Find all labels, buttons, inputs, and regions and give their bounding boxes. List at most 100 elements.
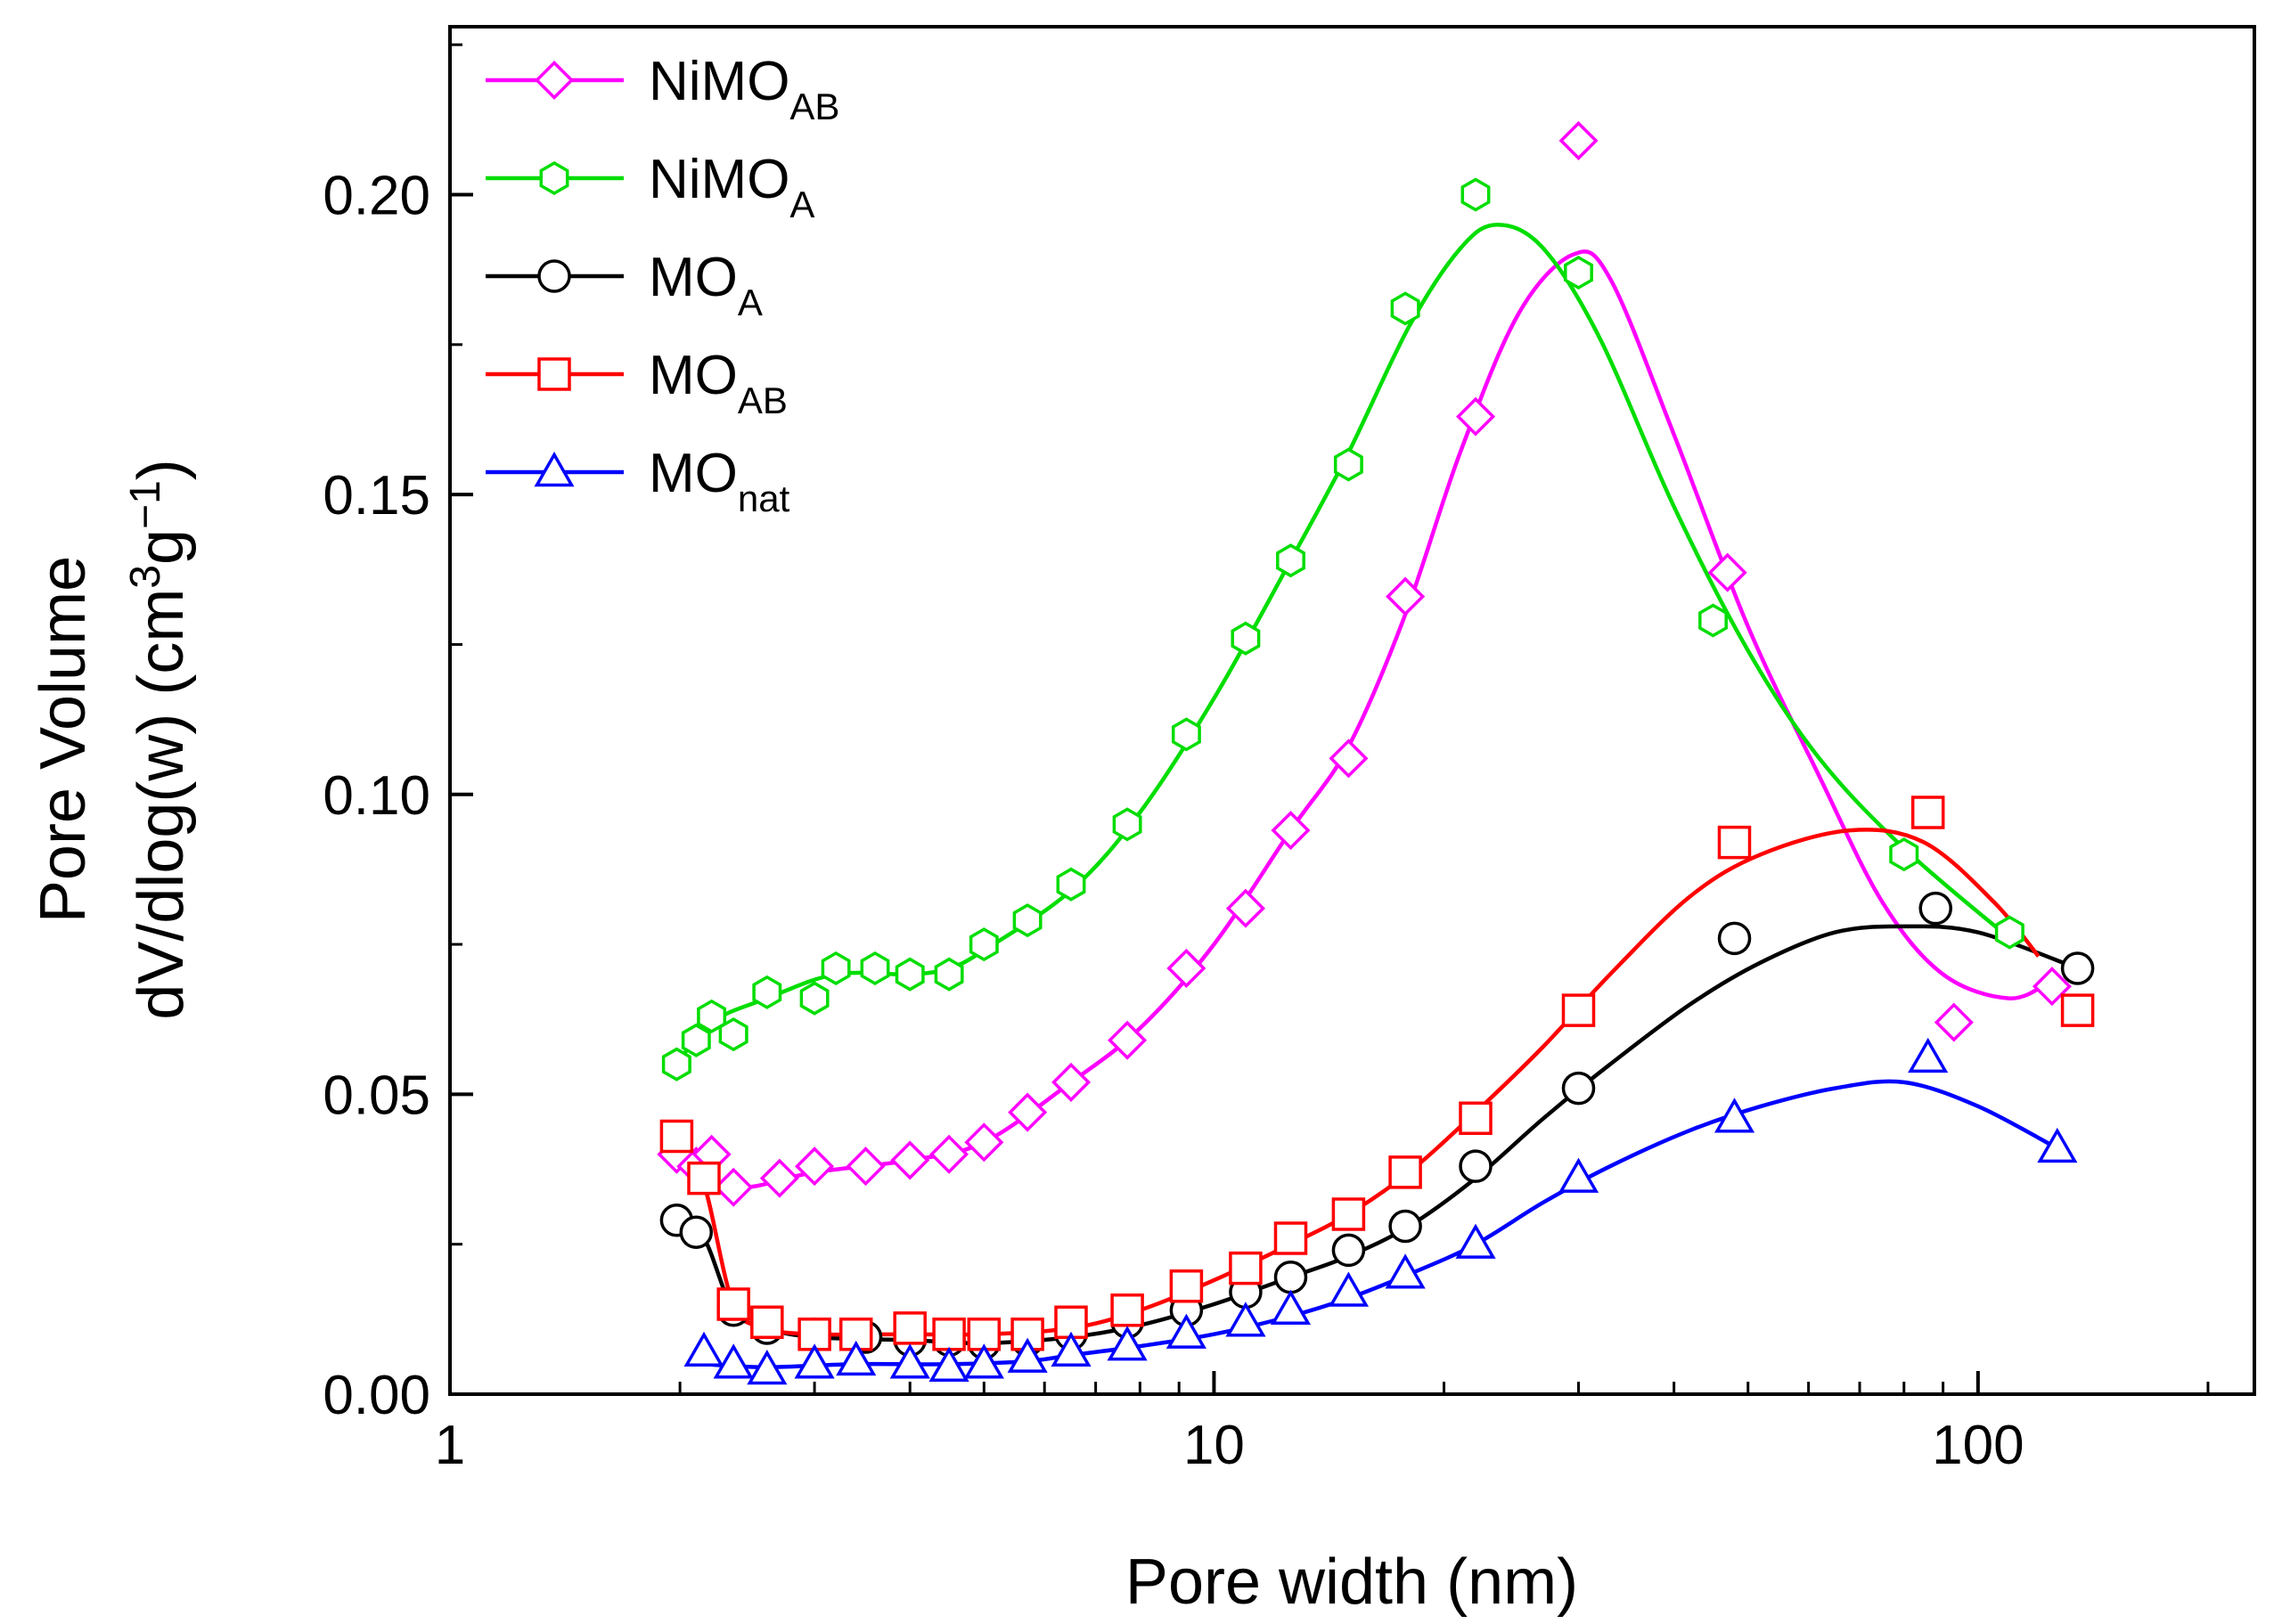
- point-mo-ab: [1229, 1251, 1263, 1285]
- y-axis-title-main: dV/dlog(w) (cm: [126, 589, 197, 1020]
- legend-entry-nimo-ab: NiMOAB: [486, 51, 839, 127]
- y-axis-title-sup3: 3: [122, 565, 169, 589]
- point-nimo-ab: [795, 1147, 835, 1187]
- point-nimo-a: [969, 927, 999, 962]
- point-mo-a: [1331, 1233, 1366, 1268]
- x-axis-title: Pore width (nm): [1125, 1546, 1578, 1618]
- point-mo-nat: [1558, 1157, 1599, 1193]
- legend-marker: [534, 451, 575, 487]
- y-tick-label: 0.15: [323, 465, 430, 526]
- point-mo-nat: [2037, 1127, 2078, 1163]
- point-mo-nat: [1908, 1037, 1949, 1073]
- y-axis-title: Pore Volume dV/dlog(w) (cm3g−1): [28, 459, 197, 1020]
- legend-label-main: NiMO: [649, 149, 789, 210]
- point-mo-a: [1273, 1260, 1308, 1294]
- point-nimo-a: [752, 975, 782, 1009]
- point-mo-ab: [750, 1305, 784, 1339]
- point-mo-nat: [928, 1346, 969, 1382]
- point-mo-ab: [1388, 1155, 1422, 1189]
- point-nimo-ab: [1329, 739, 1369, 779]
- point-mo-ab: [2060, 993, 2095, 1027]
- point-nimo-a: [1056, 867, 1086, 902]
- point-mo-ab: [1459, 1101, 1493, 1136]
- y-axis-title-line1: Pore Volume: [28, 556, 99, 923]
- point-nimo-ab: [1108, 1020, 1148, 1060]
- x-tick-label: 1: [435, 1415, 465, 1476]
- point-mo-ab: [797, 1317, 831, 1351]
- point-mo-ab: [716, 1287, 750, 1321]
- point-mo-ab: [1273, 1221, 1308, 1255]
- point-mo-a: [2060, 951, 2095, 985]
- y-tick-label: 0.10: [323, 765, 430, 827]
- point-mo-nat: [1714, 1098, 1755, 1133]
- legend-label: NiMOA: [649, 149, 814, 225]
- point-nimo-a: [697, 999, 727, 1033]
- point-nimo-ab: [1934, 1002, 1974, 1042]
- legend-label-sub: nat: [738, 477, 790, 519]
- point-mo-nat: [1455, 1223, 1496, 1259]
- y-axis-title-g: g: [126, 529, 197, 565]
- point-mo-ab: [1010, 1317, 1044, 1351]
- point-nimo-a: [1460, 177, 1491, 212]
- point-nimo-ab: [1386, 576, 1426, 616]
- curve-nimo-a: [675, 222, 2011, 1066]
- point-nimo-ab: [1456, 396, 1496, 437]
- y-axis-title-line2: dV/dlog(w) (cm3g−1): [122, 459, 197, 1020]
- point-nimo-a: [661, 1047, 691, 1081]
- point-mo-nat: [683, 1331, 724, 1367]
- point-nimo-ab: [1166, 948, 1206, 988]
- point-mo-nat: [713, 1343, 754, 1379]
- point-nimo-a: [681, 1023, 711, 1057]
- y-tick-label: 0.05: [323, 1065, 430, 1126]
- legend-marker: [535, 61, 574, 100]
- point-mo-a: [1561, 1071, 1596, 1106]
- point-mo-ab: [932, 1317, 966, 1351]
- legend-label: NiMOAB: [649, 51, 839, 127]
- legend-label-sub: A: [738, 282, 763, 323]
- point-nimo-a: [1171, 717, 1201, 752]
- point-nimo-ab: [1225, 888, 1265, 928]
- point-nimo-ab: [1271, 811, 1311, 851]
- legend-label-main: MO: [649, 345, 738, 406]
- point-nimo-ab: [964, 1122, 1004, 1163]
- point-mo-ab: [1561, 993, 1596, 1027]
- point-mo-nat: [1225, 1302, 1266, 1337]
- axis-ticks: 1 10 100 0.00 0.05 0.10 0.15 0.20: [323, 43, 2210, 1476]
- point-mo-nat: [836, 1340, 877, 1376]
- legend-label-main: MO: [649, 247, 738, 308]
- legend-label-sub: AB: [789, 86, 839, 127]
- point-nimo-a: [1333, 447, 1363, 482]
- x-tick-label: 100: [1932, 1415, 2024, 1476]
- legend-label-main: MO: [649, 443, 738, 504]
- point-nimo-a: [1012, 903, 1043, 938]
- point-nimo-a: [1112, 807, 1142, 842]
- series-curves: [675, 222, 2079, 1369]
- point-nimo-ab: [1051, 1062, 1092, 1102]
- point-mo-nat: [1166, 1313, 1206, 1349]
- point-mo-nat: [963, 1343, 1004, 1379]
- point-mo-nat: [889, 1343, 930, 1379]
- point-mo-ab: [1054, 1305, 1088, 1339]
- y-tick-label: 0.20: [323, 166, 430, 227]
- point-nimo-a: [1276, 543, 1305, 578]
- point-mo-ab: [687, 1161, 721, 1196]
- point-nimo-ab: [759, 1158, 799, 1198]
- point-mo-ab: [1910, 796, 1945, 829]
- legend-marker: [537, 259, 571, 293]
- point-nimo-ab: [714, 1167, 754, 1207]
- point-mo-a: [1388, 1209, 1422, 1244]
- y-axis-title-close: ): [126, 459, 197, 480]
- point-nimo-ab: [890, 1140, 930, 1180]
- legend-label-sub: A: [789, 184, 814, 225]
- point-mo-a: [1918, 891, 1952, 926]
- legend-entry-mo-ab: MOAB: [486, 345, 788, 421]
- point-mo-a: [1717, 921, 1752, 956]
- point-mo-a: [679, 1215, 714, 1249]
- point-nimo-a: [1994, 915, 2024, 950]
- point-nimo-ab: [1008, 1092, 1048, 1132]
- legend-marker: [539, 160, 569, 196]
- legend-marker: [537, 357, 571, 391]
- plot-frame: [448, 25, 2256, 1396]
- point-nimo-a: [718, 1017, 748, 1052]
